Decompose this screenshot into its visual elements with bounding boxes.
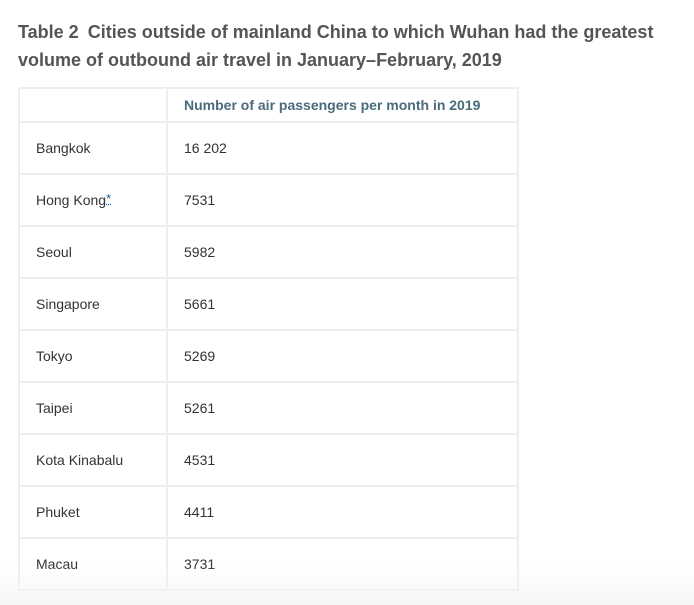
city-cell: Kota Kinabalu (18, 433, 168, 487)
passengers-cell: 5982 (166, 225, 519, 279)
column-header-passengers: Number of air passengers per month in 20… (166, 87, 519, 123)
table-label: Table 2 (18, 22, 79, 42)
city-cell: Seoul (18, 225, 168, 279)
city-cell: Phuket (18, 485, 168, 539)
city-name: Macau (36, 556, 79, 572)
passengers-cell: 16 202 (166, 121, 519, 175)
table-container: Number of air passengers per month in 20… (18, 87, 519, 591)
footnote-link[interactable]: * (106, 191, 112, 206)
city-name: Seoul (36, 244, 72, 260)
city-cell: Singapore (18, 277, 168, 331)
city-name: Singapore (36, 296, 100, 312)
table-row: Hong Kong* 7531 (18, 173, 519, 227)
city-name: Bangkok (36, 140, 91, 156)
city-cell: Hong Kong* (18, 173, 168, 227)
column-header-city (18, 87, 168, 123)
passengers-cell: 5269 (166, 329, 519, 383)
passengers-cell: 3731 (166, 537, 519, 591)
passengers-cell: 4531 (166, 433, 519, 487)
city-cell: Macau (18, 537, 168, 591)
city-name: Kota Kinabalu (36, 452, 124, 468)
passengers-cell: 7531 (166, 173, 519, 227)
passengers-cell: 4411 (166, 485, 519, 539)
city-name: Phuket (36, 504, 80, 520)
table-header-row: Number of air passengers per month in 20… (18, 87, 519, 123)
table-row: Taipei 5261 (18, 381, 519, 435)
table-row: Seoul 5982 (18, 225, 519, 279)
city-cell: Taipei (18, 381, 168, 435)
table-row: Phuket 4411 (18, 485, 519, 539)
table-row: Tokyo 5269 (18, 329, 519, 383)
city-cell: Tokyo (18, 329, 168, 383)
table-row: Macau 3731 (18, 537, 519, 591)
table-row: Kota Kinabalu 4531 (18, 433, 519, 487)
city-cell: Bangkok (18, 121, 168, 175)
city-name: Taipei (36, 400, 73, 416)
table-row: Bangkok 16 202 (18, 121, 519, 175)
table-title: Cities outside of mainland China to whic… (18, 22, 654, 70)
table-row: Singapore 5661 (18, 277, 519, 331)
city-name: Hong Kong (36, 192, 107, 208)
city-name: Tokyo (36, 348, 73, 364)
table-body: Bangkok 16 202 Hong Kong* 7531 Seoul 5982 Sing… (18, 121, 519, 591)
table-caption: Table 2 Cities outside of mainland China… (18, 18, 678, 74)
passengers-cell: 5261 (166, 381, 519, 435)
passengers-cell: 5661 (166, 277, 519, 331)
data-table: Number of air passengers per month in 20… (18, 87, 519, 591)
